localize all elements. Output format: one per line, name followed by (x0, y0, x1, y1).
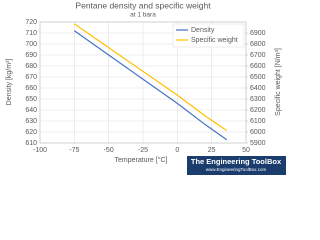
x-tick-label: 0 (175, 147, 179, 154)
y-tick-label: 610 (25, 140, 37, 147)
y-tick-label: 660 (25, 85, 37, 92)
x-tick-label: 25 (208, 147, 216, 154)
y2-tick-label: 6000 (250, 129, 266, 136)
y-tick-label: 620 (25, 129, 37, 136)
legend-label: Density (191, 27, 215, 34)
x-tick-label: -50 (104, 147, 114, 154)
y-tick-label: 650 (25, 96, 37, 103)
y-tick-label: 630 (25, 118, 37, 125)
y2-tick-label: 6400 (250, 85, 266, 92)
y-tick-label: 720 (25, 19, 37, 26)
chart-subtitle: at 1 bara (130, 12, 156, 19)
chart: Pentane density and specific weight at 1… (5, 0, 286, 175)
y-tick-label: 710 (25, 30, 37, 37)
data-line (73, 23, 228, 132)
data-line (73, 30, 228, 141)
plot-frame (39, 21, 247, 144)
y2-tick-label: 6600 (250, 63, 266, 70)
y2-tick-label: 6300 (250, 96, 266, 103)
x-tick-label: -75 (69, 147, 79, 154)
x-tick-label: -25 (138, 147, 148, 154)
legend-label: Specific weight (191, 37, 238, 44)
y2-tick-label: 6200 (250, 107, 266, 114)
y-tick-label: 640 (25, 107, 37, 114)
logo-url: www.EngineeringToolBox.com (206, 167, 267, 172)
y2-axis-label: Specific weight [N/m³] (275, 48, 282, 116)
legend-box (172, 23, 245, 48)
logo-box (187, 156, 286, 175)
y2-tick-label: 6900 (250, 30, 266, 37)
chart-title: Pentane density and specific weight (75, 0, 211, 10)
x-tick-label: -100 (33, 147, 47, 154)
y2-tick-label: 6800 (250, 41, 266, 48)
y2-tick-label: 6100 (250, 118, 266, 125)
x-axis-label: Temperature [°C] (115, 156, 168, 164)
logo-text: The Engineering ToolBox (191, 157, 282, 166)
y-tick-label: 700 (25, 41, 37, 48)
x-tick-label: 50 (242, 147, 250, 154)
y2-tick-label: 6700 (250, 52, 266, 59)
y2-tick-label: 6500 (250, 74, 266, 81)
y-tick-label: 680 (25, 63, 37, 70)
y-axis-label: Density [kg/m³] (6, 59, 13, 106)
y-tick-label: 670 (25, 74, 37, 81)
y2-tick-label: 5900 (250, 140, 266, 147)
y-tick-label: 690 (25, 52, 37, 59)
